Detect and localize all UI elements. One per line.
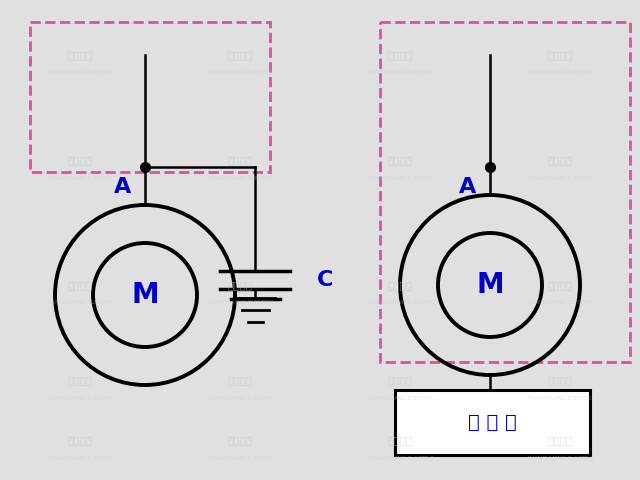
Text: A: A <box>460 177 477 197</box>
Text: 源创电气: 源创电气 <box>227 375 253 385</box>
Text: 源创电气: 源创电气 <box>547 375 573 385</box>
Text: YUANCHUANG ELECTRIC: YUANCHUANG ELECTRIC <box>527 176 593 180</box>
Text: YUANCHUANG ELECTRIC: YUANCHUANG ELECTRIC <box>47 176 113 180</box>
Text: 源创电气: 源创电气 <box>387 50 413 60</box>
Text: YUANCHUANG ELECTRIC: YUANCHUANG ELECTRIC <box>367 176 433 180</box>
Text: YUANCHUANG ELECTRIC: YUANCHUANG ELECTRIC <box>207 396 273 400</box>
Text: 源创电气: 源创电气 <box>387 435 413 445</box>
Text: 源创电气: 源创电气 <box>67 280 93 290</box>
Text: 进 相 器: 进 相 器 <box>468 413 517 432</box>
Bar <box>395 390 590 455</box>
Text: M: M <box>476 271 504 299</box>
Text: 源创电气: 源创电气 <box>227 155 253 165</box>
Text: 源创电气: 源创电气 <box>547 155 573 165</box>
Text: YUANCHUANG ELECTRIC: YUANCHUANG ELECTRIC <box>367 71 433 75</box>
Text: YUANCHUANG ELECTRIC: YUANCHUANG ELECTRIC <box>367 396 433 400</box>
Text: 源创电气: 源创电气 <box>387 155 413 165</box>
Text: YUANCHUANG ELECTRIC: YUANCHUANG ELECTRIC <box>47 456 113 460</box>
Text: 源创电气: 源创电气 <box>227 280 253 290</box>
Text: YUANCHUANG ELECTRIC: YUANCHUANG ELECTRIC <box>47 300 113 305</box>
Text: 源创电气: 源创电气 <box>67 155 93 165</box>
Text: M: M <box>131 281 159 309</box>
Text: YUANCHUANG ELECTRIC: YUANCHUANG ELECTRIC <box>527 396 593 400</box>
Text: 源创电气: 源创电气 <box>67 50 93 60</box>
Text: 源创电气: 源创电气 <box>547 435 573 445</box>
Text: YUANCHUANG ELECTRIC: YUANCHUANG ELECTRIC <box>207 456 273 460</box>
Bar <box>380 22 630 362</box>
Bar <box>30 22 270 172</box>
Text: YUANCHUANG ELECTRIC: YUANCHUANG ELECTRIC <box>527 71 593 75</box>
Text: 源创电气: 源创电气 <box>67 375 93 385</box>
Text: 源创电气: 源创电气 <box>547 280 573 290</box>
Text: YUANCHUANG ELECTRIC: YUANCHUANG ELECTRIC <box>207 71 273 75</box>
Text: 源创电气: 源创电气 <box>227 435 253 445</box>
Text: YUANCHUANG ELECTRIC: YUANCHUANG ELECTRIC <box>527 456 593 460</box>
Text: 源创电气: 源创电气 <box>387 375 413 385</box>
Text: 源创电气: 源创电气 <box>67 435 93 445</box>
Text: YUANCHUANG ELECTRIC: YUANCHUANG ELECTRIC <box>367 456 433 460</box>
Text: 源创电气: 源创电气 <box>547 50 573 60</box>
Text: C: C <box>317 270 333 290</box>
Text: 源创电气: 源创电气 <box>387 280 413 290</box>
Text: YUANCHUANG ELECTRIC: YUANCHUANG ELECTRIC <box>207 300 273 305</box>
Text: YUANCHUANG ELECTRIC: YUANCHUANG ELECTRIC <box>207 176 273 180</box>
Text: A: A <box>115 177 132 197</box>
Text: YUANCHUANG ELECTRIC: YUANCHUANG ELECTRIC <box>527 300 593 305</box>
Text: YUANCHUANG ELECTRIC: YUANCHUANG ELECTRIC <box>47 396 113 400</box>
Text: YUANCHUANG ELECTRIC: YUANCHUANG ELECTRIC <box>47 71 113 75</box>
Text: 源创电气: 源创电气 <box>227 50 253 60</box>
Text: YUANCHUANG ELECTRIC: YUANCHUANG ELECTRIC <box>367 300 433 305</box>
